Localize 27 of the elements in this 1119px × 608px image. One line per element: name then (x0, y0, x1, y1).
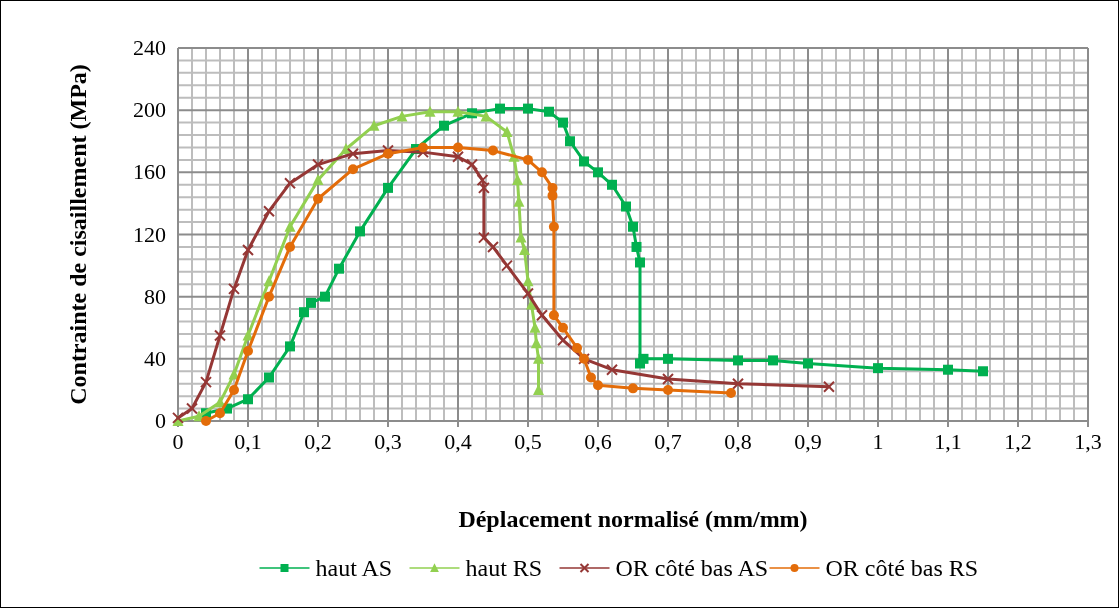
x-tick-label: 0,1 (234, 429, 262, 454)
x-tick-label: 0,3 (374, 429, 402, 454)
legend-label: haut AS (315, 555, 393, 581)
x-axis-title: Déplacement normalisé (mm/mm) (458, 506, 808, 532)
x-tick-label: 0,6 (584, 429, 612, 454)
x-tick-label: 1,2 (1004, 429, 1032, 454)
x-tick-label: 1 (872, 429, 884, 454)
x-tick-label: 0,9 (794, 429, 822, 454)
x-tick-label: 0 (172, 429, 184, 454)
y-tick-label: 80 (144, 283, 166, 309)
x-tick-label: 0,8 (724, 429, 752, 454)
legend-label: haut RS (465, 555, 543, 581)
x-tick-label: 1,3 (1074, 429, 1102, 454)
x-tick-label: 0,5 (514, 429, 542, 454)
y-tick-label: 240 (133, 35, 166, 60)
x-tick-label: 0,7 (654, 429, 682, 454)
y-tick-label: 200 (133, 97, 166, 123)
x-tick-label: 1,1 (934, 429, 962, 454)
legend-label: OR côté bas AS (615, 555, 769, 581)
legend-label: OR côté bas RS (825, 555, 979, 581)
x-tick-label: 0,4 (444, 429, 472, 454)
y-tick-label: 40 (144, 345, 166, 371)
y-tick-label: 0 (155, 408, 166, 433)
y-tick-label: 120 (133, 221, 166, 247)
y-axis-title: Contrainte de cisaillement (MPa) (65, 64, 91, 405)
y-tick-label: 160 (133, 159, 166, 185)
x-tick-label: 0,2 (304, 429, 332, 454)
